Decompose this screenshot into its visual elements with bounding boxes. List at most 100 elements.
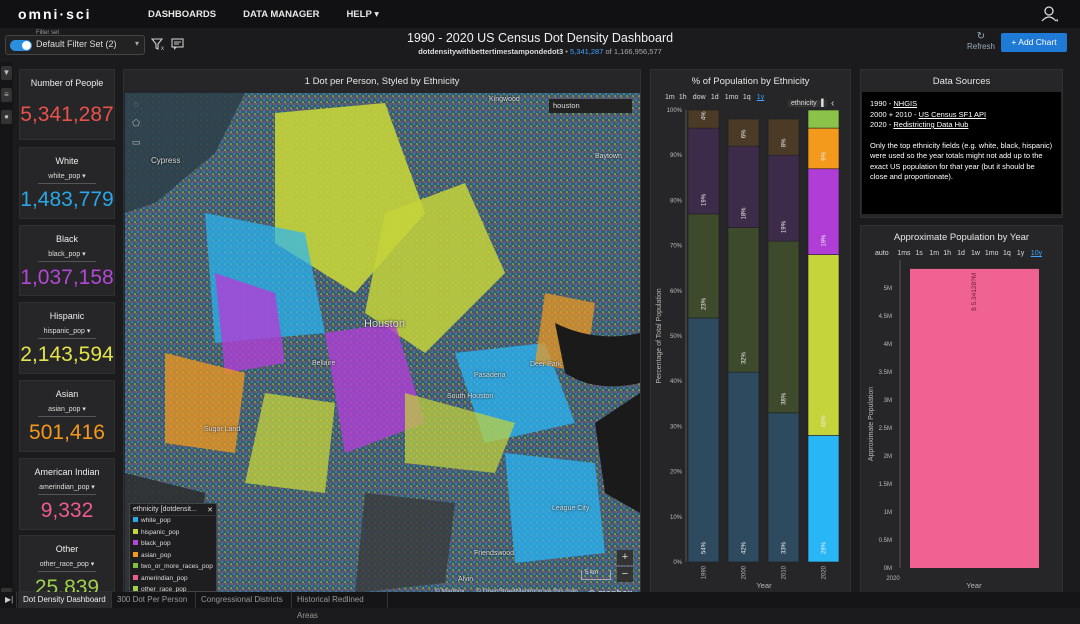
card-field-select[interactable]: black_pop ▾ bbox=[38, 250, 96, 262]
ethnicity-chart-title: % of Population by Ethnicity bbox=[691, 76, 810, 87]
bar-segment[interactable] bbox=[727, 371, 760, 563]
legend-item[interactable]: hispanic_pop bbox=[130, 528, 216, 540]
legend-item[interactable]: other_race_pop bbox=[130, 585, 216, 597]
filter-panel-icon[interactable]: ▼ bbox=[1, 66, 12, 80]
zoom-out-button[interactable]: − bbox=[617, 567, 633, 582]
time-bucket-button[interactable]: 1y bbox=[756, 94, 765, 101]
bar-segment[interactable] bbox=[767, 240, 800, 414]
time-bucket-button[interactable]: 1m bbox=[665, 94, 675, 101]
bar-segment[interactable] bbox=[767, 118, 800, 156]
number-card[interactable]: Black black_pop ▾ 1,037,158 bbox=[19, 225, 115, 296]
bar-segment[interactable] bbox=[687, 109, 720, 129]
time-bucket-button[interactable]: 1q bbox=[742, 94, 751, 101]
add-chart-button[interactable]: + Add Chart bbox=[1001, 33, 1067, 52]
bar-segment[interactable] bbox=[807, 109, 840, 129]
dashboard-tab[interactable]: Historical Redlined Areas bbox=[292, 592, 388, 620]
source-link[interactable]: US Census SF1 API bbox=[918, 109, 987, 119]
ethnicity-stacked-bar-chart[interactable]: 0% 10% 20% 30% 40% 50% 60% 70% 80% 90% 100% Percent… bbox=[650, 104, 851, 594]
number-card[interactable]: Hispanic hispanic_pop ▾ 2,143,594 bbox=[19, 302, 115, 374]
number-card[interactable]: Number of People 5,341,287 bbox=[19, 69, 115, 140]
card-field-select[interactable]: other_race_pop ▾ bbox=[38, 560, 96, 572]
source-link[interactable]: NHGIS bbox=[893, 99, 918, 108]
card-value: 501,416 bbox=[29, 421, 105, 444]
bar-data-label: 18% bbox=[742, 207, 748, 220]
number-card[interactable]: Other other_race_pop ▾ 25,839 bbox=[19, 535, 115, 599]
legend-item[interactable]: black_pop bbox=[130, 539, 216, 551]
bar-segment[interactable] bbox=[687, 127, 720, 215]
bar-segment[interactable] bbox=[807, 127, 840, 170]
nav-help[interactable]: HELP ▾ bbox=[346, 8, 380, 20]
time-bucket-button[interactable]: 1w bbox=[971, 250, 980, 257]
nav-data-manager[interactable]: DATA MANAGER bbox=[243, 8, 320, 20]
time-bucket-button[interactable]: dow bbox=[692, 94, 706, 101]
close-icon[interactable]: ✕ bbox=[207, 507, 213, 514]
number-card[interactable]: White white_pop ▾ 1,483,779 bbox=[19, 147, 115, 219]
time-bucket-button[interactable]: 1s bbox=[915, 250, 923, 257]
time-bucket-button[interactable]: 1d bbox=[710, 94, 719, 101]
legend-item[interactable]: asian_pop bbox=[130, 551, 216, 563]
dashboard-tab[interactable]: 300 Dot Per Person bbox=[112, 592, 196, 608]
logo[interactable]: omni·sci bbox=[18, 6, 92, 22]
time-bucket-button[interactable]: auto bbox=[875, 250, 889, 257]
bar-segment[interactable] bbox=[767, 412, 800, 563]
bar-segment[interactable] bbox=[687, 213, 720, 319]
legend-item[interactable]: white_pop bbox=[130, 516, 216, 528]
attribution-osm[interactable]: © OpenStreetMap bbox=[476, 588, 528, 595]
polygon-tool-icon[interactable]: ⬠ bbox=[132, 118, 140, 128]
bar-segment[interactable] bbox=[687, 317, 720, 563]
time-bucket-button[interactable]: 1h bbox=[943, 250, 951, 257]
bar-segment[interactable] bbox=[727, 145, 760, 228]
palette-icon[interactable]: ● bbox=[1, 110, 12, 124]
map-search-input[interactable]: houston bbox=[549, 99, 632, 113]
time-bucket-button[interactable]: 1y bbox=[1016, 250, 1025, 257]
chevron-left-icon[interactable]: ‹ bbox=[831, 98, 835, 109]
map-label-south-houston: South Houston bbox=[447, 393, 494, 400]
population-bar[interactable] bbox=[910, 268, 1039, 568]
nav-dashboards[interactable]: DASHBOARDS bbox=[148, 8, 217, 20]
card-field-select[interactable]: asian_pop ▾ bbox=[38, 405, 96, 417]
legend-item[interactable]: amerindian_pop bbox=[130, 574, 216, 586]
comment-tool-icon[interactable]: ▭ bbox=[131, 137, 141, 147]
dashboard-tab[interactable]: Congressional Districts bbox=[196, 592, 292, 608]
bar-segment[interactable] bbox=[807, 254, 840, 436]
refresh-button[interactable]: ↻ Refresh bbox=[966, 31, 996, 51]
number-card[interactable]: American Indian amerindian_pop ▾ 9,332 bbox=[19, 458, 115, 530]
number-card[interactable]: Asian asian_pop ▾ 501,416 bbox=[19, 380, 115, 452]
legend-item[interactable]: two_or_more_races_pop bbox=[130, 562, 216, 574]
population-bar-chart[interactable]: 0M 0.5M 1M 1.5M 2M 2.5M 3M 3.5M 4M 4.5M 5M $ 5.3412… bbox=[860, 258, 1063, 594]
filter-set-select[interactable]: Filter set Default Filter Set (2) ▾ bbox=[5, 30, 145, 55]
ethnicity-group-select[interactable]: ethnicity ▐ bbox=[788, 100, 827, 107]
time-bucket-button[interactable]: 1ms bbox=[897, 250, 911, 257]
zoom-in-button[interactable]: + bbox=[617, 550, 633, 565]
time-bucket-button[interactable]: 1q bbox=[1003, 250, 1011, 257]
map-label-cypress: Cypress bbox=[151, 156, 181, 165]
time-bucket-button[interactable]: 1m bbox=[929, 250, 940, 257]
tabs-collapse-icon[interactable]: ▶| bbox=[0, 592, 17, 608]
bar-segment[interactable] bbox=[727, 118, 760, 147]
time-bucket-button[interactable]: 1mo bbox=[984, 250, 999, 257]
legend-label: white_pop bbox=[141, 517, 171, 524]
bar-segment[interactable] bbox=[807, 435, 840, 563]
comment-icon[interactable] bbox=[171, 37, 185, 51]
attribution-improve[interactable]: Improve this map bbox=[528, 588, 578, 595]
map-legend[interactable]: ethnicity [dotdensit... ✕ white_pop hispa… bbox=[129, 503, 217, 593]
bar-segment[interactable] bbox=[767, 154, 800, 242]
attribution-mapbox[interactable]: © Mapbox bbox=[435, 588, 465, 595]
y-tick-label: 70% bbox=[670, 244, 683, 250]
bar-segment[interactable] bbox=[727, 227, 760, 373]
filter-icon[interactable]: x bbox=[151, 37, 165, 51]
dashboard-tab[interactable]: Dot Density Dashboard bbox=[18, 592, 112, 608]
time-bucket-button[interactable]: 1d bbox=[957, 250, 965, 257]
card-field-select[interactable]: amerindian_pop ▾ bbox=[38, 483, 96, 495]
filter-toggle[interactable] bbox=[10, 40, 32, 51]
time-bucket-button[interactable]: 10y bbox=[1030, 250, 1043, 257]
time-bucket-button[interactable]: 1mo bbox=[724, 94, 739, 101]
sliders-icon[interactable]: ≡ bbox=[1, 88, 12, 102]
lasso-tool-icon[interactable]: ◌ bbox=[133, 99, 139, 109]
user-icon[interactable]: ▾ bbox=[1040, 5, 1058, 23]
bar-segment[interactable] bbox=[807, 168, 840, 255]
card-field-select[interactable]: hispanic_pop ▾ bbox=[38, 327, 96, 339]
card-field-select[interactable]: white_pop ▾ bbox=[38, 172, 96, 184]
source-link[interactable]: Redistricting Data Hub bbox=[893, 120, 969, 129]
time-bucket-button[interactable]: 1h bbox=[678, 94, 687, 101]
